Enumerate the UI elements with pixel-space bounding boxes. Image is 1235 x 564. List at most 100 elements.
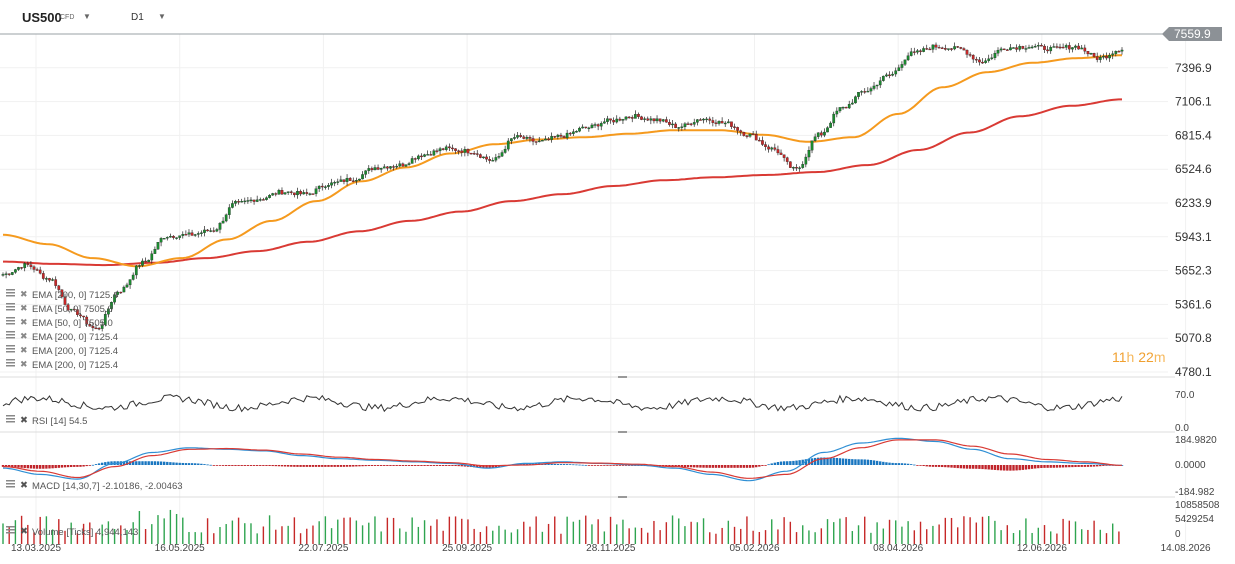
candle (996, 47, 1000, 57)
histogram-bar (671, 465, 674, 467)
settings-icon[interactable] (6, 317, 15, 325)
volume-bar (969, 517, 971, 544)
volume-bar (175, 513, 178, 544)
histogram-bar (286, 465, 290, 467)
candle (999, 46, 1003, 53)
timeframe-dropdown-icon[interactable]: ▼ (158, 12, 166, 21)
price-tick-label: 6524.6 (1175, 162, 1212, 176)
volume-bar (504, 529, 506, 544)
volume-axis-low: 0 (1175, 529, 1181, 540)
histogram-bar (237, 465, 240, 466)
candle (196, 231, 200, 238)
histogram-bar (776, 462, 780, 465)
candle (221, 217, 225, 224)
histogram-bar (817, 457, 820, 465)
histogram-bar (891, 462, 894, 465)
close-icon[interactable]: ✖ (20, 415, 28, 426)
volume-bar (523, 521, 525, 544)
pane-resize-handle[interactable] (618, 431, 627, 433)
close-icon[interactable]: ✖ (20, 526, 28, 537)
histogram-bar (342, 465, 346, 467)
histogram-bar (1018, 465, 1021, 471)
candle (606, 115, 609, 125)
settings-icon[interactable] (6, 415, 15, 423)
histogram-bar (572, 464, 575, 466)
volume-bar (163, 518, 165, 544)
settings-icon[interactable] (6, 303, 15, 311)
candle (283, 192, 287, 195)
histogram-bar (826, 457, 829, 465)
histogram-bar (51, 465, 54, 469)
close-icon[interactable]: ✖ (20, 359, 28, 369)
volume-bar (963, 516, 965, 544)
volume-bar (882, 528, 885, 544)
candle (10, 272, 14, 276)
settings-icon[interactable] (6, 480, 15, 488)
volume-bar (386, 517, 389, 544)
histogram-bar (268, 465, 271, 466)
histogram-bar (460, 465, 463, 467)
close-icon[interactable]: ✖ (20, 317, 28, 327)
candle (881, 75, 885, 82)
symbol-name[interactable]: US500 (22, 10, 62, 25)
histogram-bar (624, 465, 628, 466)
candle (785, 156, 789, 165)
histogram-bar (1086, 465, 1090, 467)
candle (742, 131, 746, 137)
candle (1108, 52, 1111, 62)
histogram-bar (903, 463, 907, 465)
settings-icon[interactable] (6, 289, 15, 297)
settings-icon[interactable] (6, 345, 15, 353)
candle (730, 121, 733, 130)
pane-resize-handle[interactable] (618, 376, 627, 378)
date-axis: 13.03.2025 16.05.2025 22.07.2025 25.09.2025… (11, 543, 1211, 554)
candle (1009, 44, 1012, 51)
candle (382, 164, 386, 169)
close-icon[interactable]: ✖ (20, 480, 28, 491)
settings-icon[interactable] (6, 331, 15, 339)
settings-icon[interactable] (6, 359, 15, 367)
histogram-bar (184, 463, 188, 465)
candle (541, 139, 544, 142)
candle (919, 49, 922, 56)
line-path (2, 54, 1123, 268)
histogram-bar (379, 465, 383, 466)
volume-bar (994, 520, 996, 544)
histogram-bar (79, 465, 82, 467)
candle (900, 61, 904, 71)
histogram-bar (773, 462, 777, 465)
symbol-dropdown-icon[interactable]: ▼ (83, 12, 91, 21)
candle (885, 72, 888, 78)
candle (277, 188, 281, 195)
histogram-bar (259, 465, 262, 466)
histogram-bar (246, 465, 250, 466)
histogram-bar (240, 465, 243, 466)
histogram-bar (953, 465, 956, 468)
candle (293, 192, 296, 198)
histogram-bar (314, 465, 318, 467)
candle (894, 67, 898, 77)
volume-bar (355, 520, 358, 544)
candle (1114, 50, 1118, 57)
histogram-bar (879, 461, 882, 465)
close-icon[interactable]: ✖ (20, 289, 28, 299)
pane-resize-handle[interactable] (618, 496, 627, 498)
candle (404, 164, 408, 167)
timeframe-selector[interactable]: D1 (131, 12, 144, 23)
candle (621, 118, 625, 124)
macd-signal-line (3, 439, 1122, 479)
histogram-bar (683, 465, 687, 468)
chart-toolbar: US500 CFD ▼ D1 ▼ (0, 0, 1235, 34)
histogram-bar (212, 465, 215, 466)
volume-bar (206, 518, 209, 544)
close-icon[interactable]: ✖ (20, 331, 28, 341)
settings-icon[interactable] (6, 526, 15, 534)
close-icon[interactable]: ✖ (20, 345, 28, 355)
volume-bar (225, 524, 227, 544)
volume-bar (58, 519, 60, 544)
candle (556, 133, 560, 140)
volume-bar (1099, 529, 1102, 544)
histogram-bar (17, 465, 20, 468)
close-icon[interactable]: ✖ (20, 303, 28, 313)
